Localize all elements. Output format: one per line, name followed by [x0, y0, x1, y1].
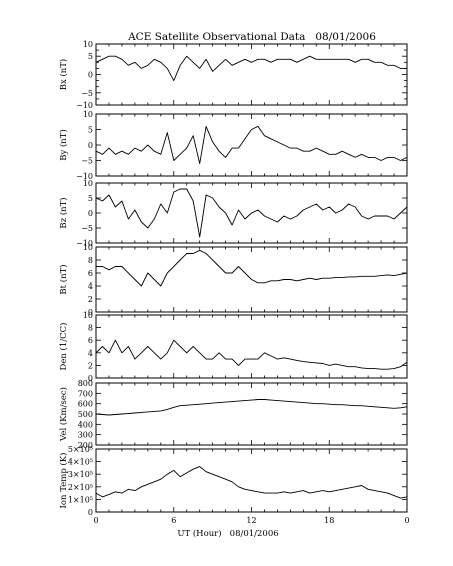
y-tick-label: 5 [88, 126, 93, 135]
panel-1: −10 −5 0 5 10 Bx (nT) [58, 40, 408, 110]
y-axis-label: By (nT) [58, 129, 69, 161]
y-tick-label: 4×10⁵ [68, 458, 93, 467]
y-tick-label: −5 [81, 224, 93, 233]
y-tick-label: 0 [88, 374, 93, 383]
y-tick-label: 1×10⁵ [68, 495, 93, 504]
panel-2: −10 −5 0 5 10 By (nT) [58, 110, 408, 181]
y-tick-label: 6 [88, 336, 93, 345]
panels: −10 −5 0 5 10 Bx (nT) −10 −5 0 5 10 By (nT) −10 −5 0 5 1… [58, 40, 408, 517]
y-tick-label: 10 [83, 311, 93, 320]
y-tick-label: −10 [76, 172, 93, 181]
panel-frame [95, 43, 408, 106]
series-line [95, 188, 408, 238]
y-tick-label: −10 [76, 239, 93, 248]
y-tick-label: 2×10⁵ [68, 483, 93, 492]
x-tick-label: 0 [404, 516, 409, 525]
y-axis-label: Bt (nT) [58, 264, 69, 294]
y-axis-label: Bx (nT) [58, 59, 69, 91]
y-tick-label: 700 [78, 389, 93, 398]
y-tick-label: 5 [88, 194, 93, 203]
y-axis-label: Vel (Km/sec) [58, 387, 69, 442]
panel-5: 0 2 4 6 8 10 Den (1/CC) [58, 311, 408, 383]
panel-4: 0 2 4 6 8 10 Bt (nT) [58, 243, 408, 317]
y-tick-label: 300 [78, 431, 93, 440]
y-tick-label: 0 [88, 508, 93, 517]
x-tick-label: 12 [246, 516, 256, 525]
y-tick-label: 0 [88, 308, 93, 317]
series-line [95, 125, 408, 165]
y-axis-label: Bz (nT) [58, 197, 69, 228]
x-tick-label: 0 [93, 516, 98, 525]
y-tick-label: 2 [88, 295, 93, 304]
y-tick-label: −5 [81, 89, 93, 98]
x-axis-label: UT (Hour) 08/01/2006 [177, 528, 278, 539]
y-tick-label: −10 [76, 101, 93, 110]
panel-frame [95, 113, 408, 177]
y-tick-label: 600 [78, 400, 93, 409]
series-line [95, 399, 408, 416]
panel-frame [95, 382, 408, 446]
y-axis-label: Den (1/CC) [58, 323, 69, 371]
y-tick-label: 10 [83, 179, 93, 188]
y-tick-label: 5 [88, 52, 93, 61]
y-axis-label: Ion Temp (K) [58, 453, 69, 509]
y-tick-label: 8 [88, 256, 93, 265]
y-tick-label: 4 [88, 349, 93, 358]
series-line [95, 466, 408, 499]
y-tick-label: 4 [88, 282, 93, 291]
series-line [96, 249, 408, 287]
figure-title: ACE Satellite Observational Data 08/01/2… [127, 31, 376, 43]
x-axis: 0 6 12 18 0 [93, 516, 409, 525]
y-tick-label: 3×10⁵ [68, 470, 93, 479]
y-tick-label: 0 [88, 141, 93, 150]
y-tick-label: 8 [88, 324, 93, 333]
panel-3: −10 −5 0 5 10 Bz (nT) [58, 179, 408, 248]
series-line [95, 55, 407, 82]
y-tick-label: 6 [88, 269, 93, 278]
y-tick-label: 800 [78, 379, 93, 388]
x-tick-label: 6 [171, 516, 176, 525]
y-tick-label: 0 [88, 71, 93, 80]
series-line [95, 339, 408, 370]
y-tick-label: 400 [78, 420, 93, 429]
x-tick-label: 18 [324, 516, 334, 525]
y-tick-label: 200 [78, 441, 93, 450]
y-tick-label: 2 [88, 361, 93, 370]
y-tick-label: 5×10⁵ [68, 445, 93, 454]
y-tick-label: 10 [83, 110, 93, 119]
y-tick-label: −5 [81, 157, 93, 166]
panel-frame [95, 314, 408, 379]
y-tick-label: 10 [83, 243, 93, 252]
y-tick-label: 10 [83, 40, 93, 49]
y-tick-label: 500 [78, 410, 93, 419]
y-tick-label: 0 [88, 209, 93, 218]
panel-frame [95, 448, 408, 513]
